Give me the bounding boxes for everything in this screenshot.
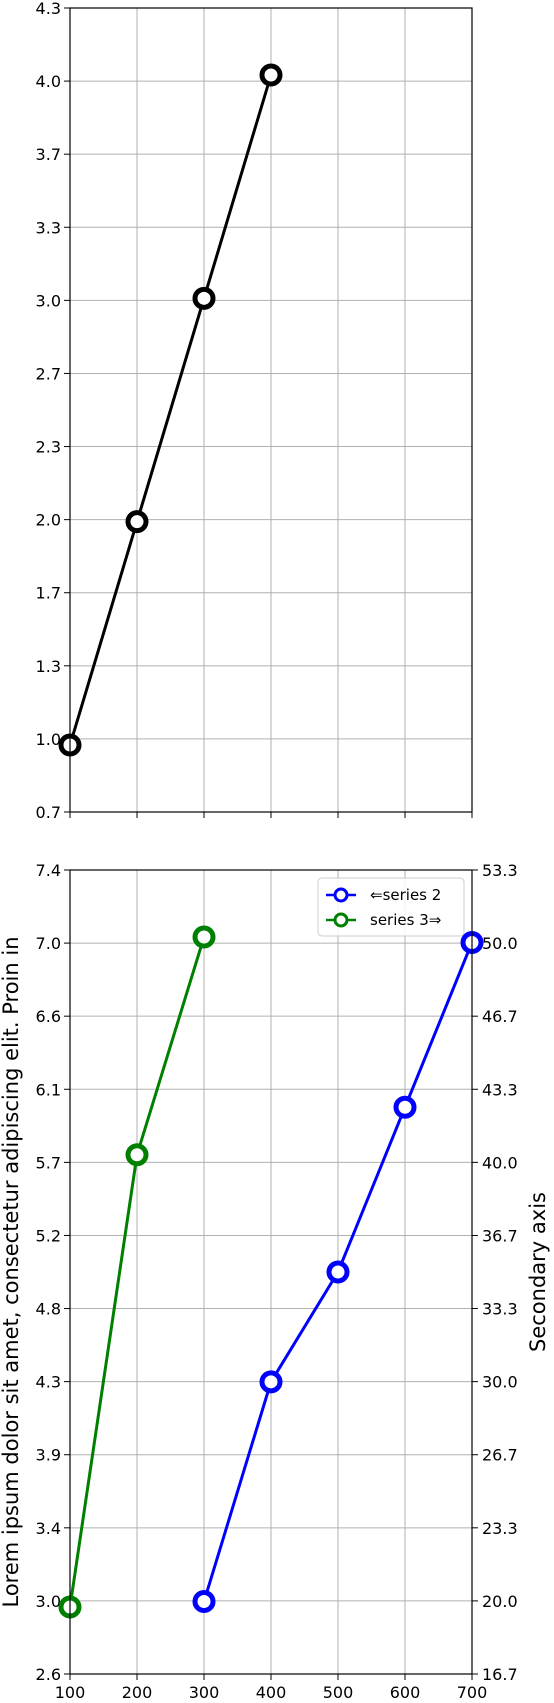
y-tick-label: 3.0	[36, 1592, 61, 1611]
y-tick-label: 5.7	[36, 1153, 61, 1172]
plot-frame	[69, 869, 473, 1675]
data-point	[125, 1143, 149, 1167]
y-tick-label: 2.7	[36, 364, 61, 383]
legend-box	[317, 877, 465, 937]
x-tick-label: 400	[256, 1683, 287, 1702]
legend-label: series 3⇒	[370, 911, 441, 929]
chart-panel-1: 0.7 1.0 1.3 1.7 2.0 2.3 2.7 3.0 3.3 3.7 4.0 4.3	[36, 0, 473, 822]
y-tick-label: 6.6	[36, 1007, 61, 1026]
y2-tick-label: 40.0	[482, 1153, 518, 1172]
y2-tick-label: 23.3	[482, 1519, 518, 1538]
y-tick-label: 2.0	[36, 511, 61, 530]
y2-tick-label: 43.3	[482, 1080, 518, 1099]
data-point	[192, 286, 216, 310]
legend-marker	[333, 887, 349, 903]
x-tick-label: 300	[189, 1683, 220, 1702]
y-tick-label: 4.0	[36, 72, 61, 91]
y-tick-label: 2.3	[36, 438, 61, 457]
legend-marker	[333, 912, 349, 928]
legend: ⇐series 2 series 3⇒	[317, 877, 465, 937]
x-tick-label: 700	[457, 1683, 488, 1702]
data-point	[393, 1095, 417, 1119]
y-tick-label: 3.7	[36, 145, 61, 164]
legend-label: ⇐series 2	[370, 886, 441, 904]
x-tick-label: 100	[55, 1683, 86, 1702]
y2-tick-label: 36.7	[482, 1226, 518, 1245]
y-tick-label: 6.1	[36, 1080, 61, 1099]
y-tick-label: 3.9	[36, 1446, 61, 1465]
y-tick-label: 1.7	[36, 584, 61, 603]
y-tick-label: 2.6	[36, 1665, 61, 1684]
x-tick-label: 600	[390, 1683, 421, 1702]
data-point	[125, 510, 149, 534]
data-point	[259, 63, 283, 87]
x-tick-label: 500	[323, 1683, 354, 1702]
y-tick-label: 3.0	[36, 291, 61, 310]
y2-tick-label: 20.0	[482, 1592, 518, 1611]
y-tick-label: 4.3	[36, 0, 61, 18]
y2-axis-label: Secondary axis	[526, 1192, 550, 1352]
y-tick-label: 4.8	[36, 1300, 61, 1319]
y-tick-label: 3.4	[36, 1519, 61, 1538]
data-point	[192, 925, 216, 949]
y2-tick-label: 30.0	[482, 1373, 518, 1392]
series-1	[58, 63, 283, 757]
y-axis-label: Lorem ipsum dolor sit amet, consectetur …	[0, 936, 23, 1607]
y-tick-label: 5.2	[36, 1226, 61, 1245]
y-tick-label: 4.3	[36, 1373, 61, 1392]
y2-tick-label: 46.7	[482, 1007, 518, 1026]
data-point	[259, 1370, 283, 1394]
x-tick-label: 200	[122, 1683, 153, 1702]
y2-tick-label: 50.0	[482, 934, 518, 953]
y-tick-label: 1.0	[36, 730, 61, 749]
y2-tick-label: 26.7	[482, 1446, 518, 1465]
data-point	[192, 1590, 216, 1614]
series-1	[192, 930, 484, 1614]
y-tick-label: 7.4	[36, 861, 61, 880]
plot-frame	[69, 7, 473, 813]
series-line	[68, 74, 273, 746]
y-tick-label: 1.3	[36, 657, 61, 676]
chart-panel-2: 2.6 3.0 3.4 3.9 4.3 4.8 5.2 5.7 6.1 6.6 7.0 7.4 16.7…	[0, 861, 550, 1702]
y-tick-label: 0.7	[36, 803, 61, 822]
y-tick-label: 3.3	[36, 218, 61, 237]
y2-tick-label: 33.3	[482, 1300, 518, 1319]
data-point	[326, 1260, 350, 1284]
y2-tick-label: 16.7	[482, 1665, 518, 1684]
y2-tick-label: 53.3	[482, 861, 518, 880]
y-tick-label: 7.0	[36, 934, 61, 953]
